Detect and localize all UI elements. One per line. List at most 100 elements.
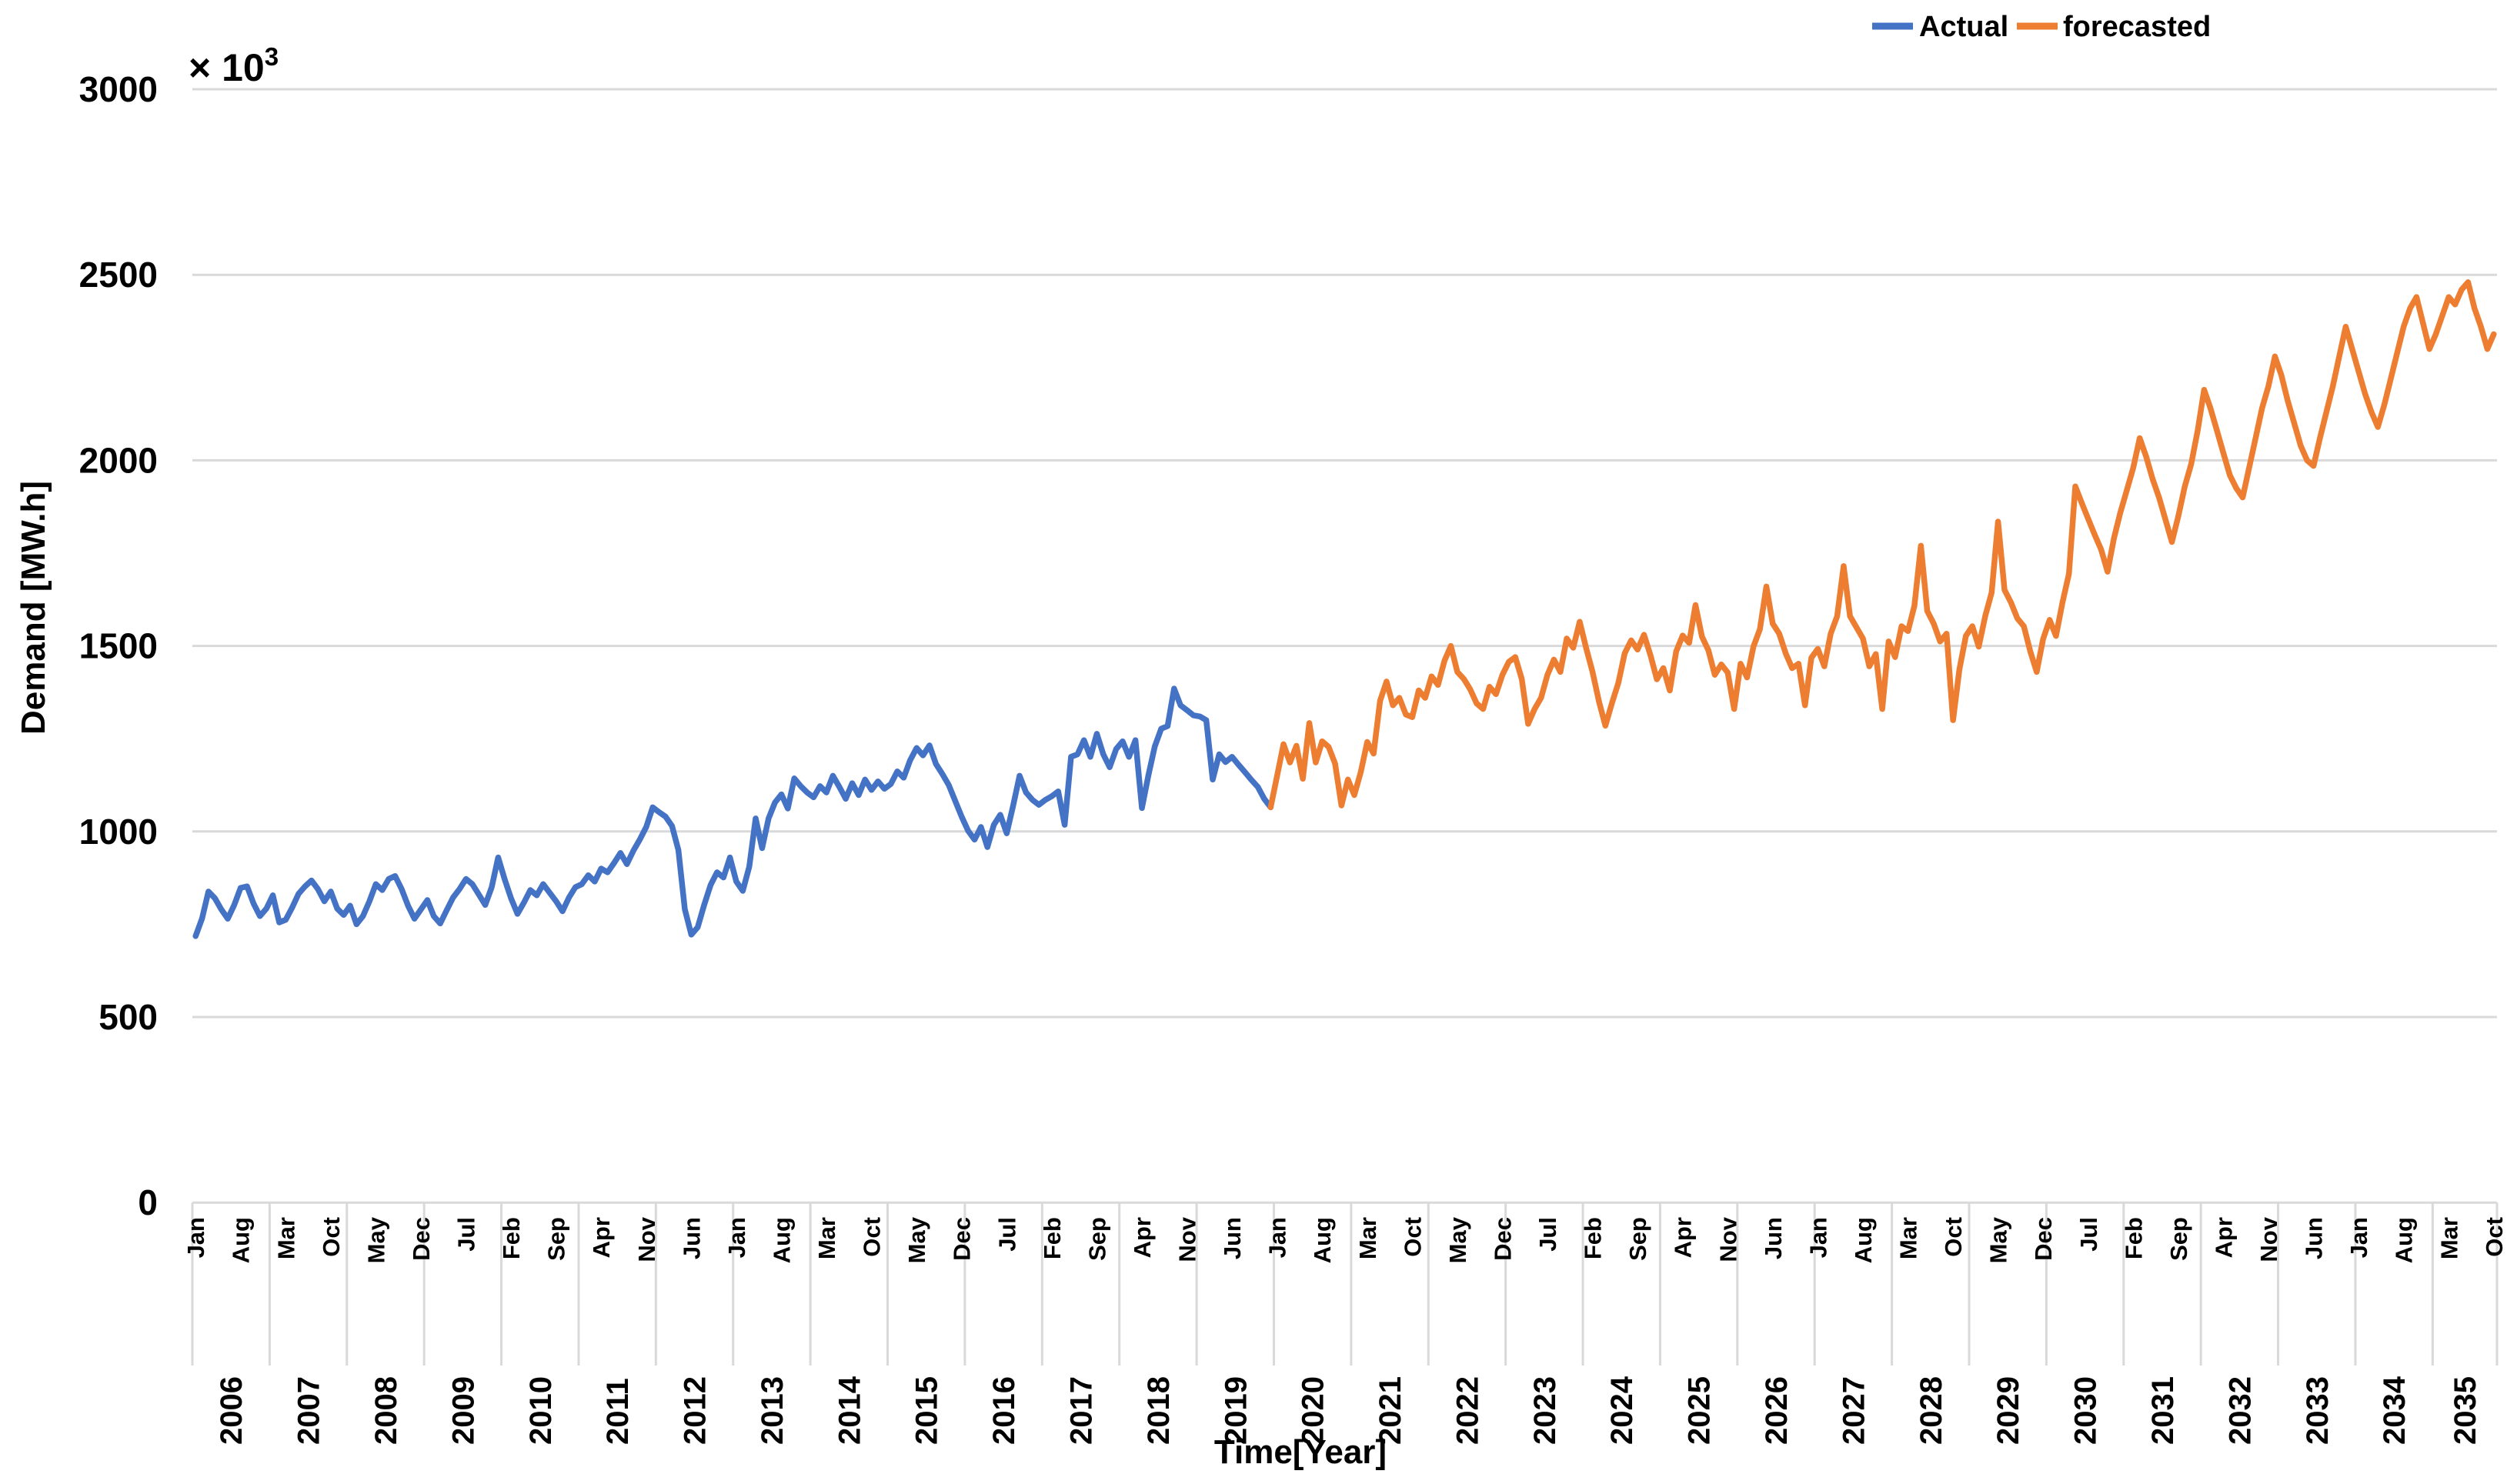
x-tick-month-label: Jan (1264, 1217, 1291, 1258)
x-tick-year-label: 2008 (369, 1376, 403, 1445)
x-tick-month-label: May (362, 1216, 389, 1263)
x-tick-year-label: 2028 (1914, 1376, 1948, 1445)
x-tick-month-label: Jul (1534, 1217, 1561, 1252)
legend: Actual forecasted (1872, 11, 2211, 43)
x-tick-month-label: Dec (949, 1217, 976, 1261)
y-axis-multiplier-base: × 10 (189, 46, 265, 89)
x-tick-year-label: 2029 (1991, 1376, 2025, 1445)
x-tick-month-label: Nov (1174, 1216, 1201, 1262)
x-tick-month-label: Apr (588, 1217, 615, 1258)
x-tick-year-label: 2017 (1064, 1376, 1098, 1445)
x-tick-year-label: 2009 (446, 1376, 480, 1445)
x-tick-year-label: 2034 (2378, 1376, 2412, 1445)
x-tick-year-label: 2030 (2069, 1376, 2103, 1445)
x-tick-month-label: Aug (1850, 1217, 1877, 1263)
x-tick-year-label: 2023 (1528, 1376, 1562, 1445)
x-tick-month-label: Jul (2075, 1217, 2102, 1252)
x-tick-month-label: May (1985, 1216, 2012, 1263)
x-tick-year-label: 2021 (1374, 1376, 1407, 1445)
x-tick-month-label: Mar (813, 1217, 840, 1259)
legend-actual-label: Actual (1919, 11, 2008, 43)
x-tick-year-label: 2022 (1450, 1376, 1484, 1445)
x-tick-year-label: 2025 (1683, 1376, 1717, 1445)
x-tick-month-label: Jun (1219, 1217, 1246, 1259)
x-tick-month-label: Jan (1804, 1217, 1831, 1258)
x-tick-year-label: 2019 (1219, 1376, 1253, 1445)
y-tick-label: 1500 (79, 626, 158, 666)
x-tick-month-label: Aug (1309, 1217, 1336, 1263)
x-tick-month-label: Oct (1940, 1217, 1967, 1257)
x-axis (191, 1202, 2499, 1366)
x-tick-month-label: Aug (228, 1217, 255, 1263)
x-tick-month-label: Jan (2345, 1217, 2372, 1258)
x-tick-month-label: Jan (182, 1217, 209, 1258)
y-axis-multiplier-exponent: 3 (265, 42, 279, 71)
x-tick-year-label: 2032 (2223, 1376, 2257, 1445)
x-tick-month-label: Jan (723, 1217, 750, 1258)
x-tick-month-label: Sep (1624, 1217, 1651, 1261)
x-tick-month-label: Sep (2165, 1217, 2192, 1261)
x-tick-month-label: Feb (1039, 1217, 1066, 1259)
x-tick-month-label: Mar (1895, 1217, 1922, 1259)
x-tick-year-label: 2015 (910, 1376, 944, 1445)
x-tick-month-label: Mar (1354, 1217, 1381, 1259)
x-tick-month-label: Sep (543, 1217, 570, 1261)
x-tick-month-label: Nov (2255, 1216, 2282, 1262)
x-tick-year-label: 2013 (756, 1376, 789, 1445)
x-tick-month-label: Apr (1129, 1217, 1156, 1258)
y-tick-label: 2500 (79, 255, 158, 295)
x-tick-year-label: 2012 (679, 1376, 713, 1445)
x-axis-title: Time[Year] (1214, 1433, 1387, 1471)
gridlines (192, 88, 2497, 1204)
x-tick-month-label: Aug (2391, 1217, 2418, 1263)
x-tick-month-label: Sep (1083, 1217, 1110, 1261)
x-tick-month-label: Dec (2030, 1217, 2057, 1261)
y-tick-label: 500 (98, 997, 158, 1037)
y-axis-multiplier: × 103 (189, 42, 279, 89)
x-tick-year-label: 2026 (1760, 1376, 1794, 1445)
x-tick-month-label: Nov (1714, 1216, 1741, 1262)
legend-forecast-label: forecasted (2063, 11, 2211, 43)
x-tick-month-label: Dec (408, 1217, 435, 1261)
x-tick-year-label: 2031 (2146, 1376, 2180, 1445)
x-tick-month-label: Apr (1670, 1217, 1697, 1258)
forecast-series-line (1267, 279, 2497, 811)
x-tick-month-label: Oct (1399, 1217, 1426, 1257)
x-tick-year-label: 2010 (524, 1376, 558, 1445)
x-tick-month-label: Oct (318, 1217, 345, 1257)
y-tick-label: 0 (138, 1182, 158, 1222)
x-tick-month-label: May (1444, 1216, 1471, 1263)
x-tick-month-label: Dec (1489, 1217, 1516, 1261)
actual-series-line (192, 685, 1274, 939)
x-tick-year-label: 2027 (1837, 1376, 1871, 1445)
y-tick-label: 3000 (79, 69, 158, 109)
x-tick-month-label: Oct (859, 1217, 886, 1257)
x-tick-year-label: 2007 (292, 1376, 326, 1445)
y-tick-label: 1000 (79, 812, 158, 852)
x-tick-month-label: Jun (2301, 1217, 2328, 1259)
x-tick-year-label: 2006 (215, 1376, 249, 1445)
x-tick-month-label: Mar (272, 1217, 299, 1259)
x-tick-month-label: Oct (2481, 1217, 2508, 1257)
x-tick-month-label: Nov (633, 1216, 660, 1262)
y-tick-label: 2000 (79, 440, 158, 480)
x-tick-month-label: Feb (2120, 1217, 2147, 1259)
x-tick-month-label: Feb (1580, 1217, 1607, 1259)
x-axis-month-labels: Jan Aug Mar Oct May Dec Jul Feb Sep Apr Nov Jun Jan A… (182, 1216, 2508, 1263)
x-axis-year-labels: 2006 2007 2008 2009 2010 2011 2012 2013 2014 2015… (215, 1376, 2482, 1445)
x-tick-year-label: 2011 (601, 1378, 635, 1445)
x-tick-month-label: Jun (678, 1217, 705, 1259)
x-tick-month-label: May (903, 1216, 930, 1263)
x-tick-month-label: Jul (993, 1217, 1020, 1252)
x-tick-year-label: 2014 (833, 1376, 866, 1445)
x-tick-month-label: Jun (1760, 1217, 1787, 1259)
y-axis-title: Demand [MW.h] (15, 481, 52, 735)
x-tick-month-label: Apr (2210, 1217, 2237, 1258)
x-tick-month-label: Feb (498, 1217, 525, 1259)
x-tick-month-label: Jul (453, 1217, 480, 1252)
x-tick-year-label: 2018 (1142, 1376, 1176, 1445)
x-tick-year-label: 2035 (2449, 1376, 2482, 1445)
x-tick-year-label: 2033 (2301, 1376, 2335, 1445)
